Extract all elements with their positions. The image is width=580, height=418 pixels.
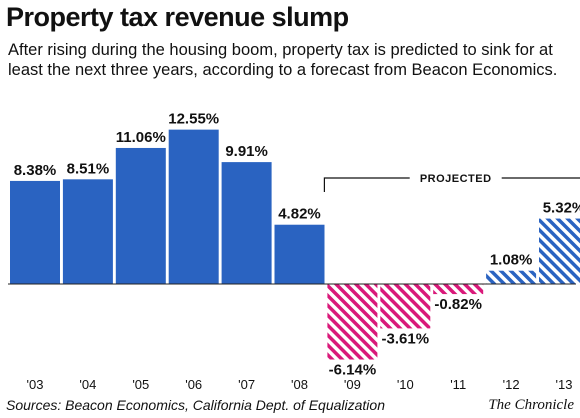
x-tick-label: '13	[556, 377, 573, 392]
credit-line: The Chronicle	[488, 397, 574, 413]
x-tick-label: '11	[450, 377, 466, 392]
value-label: 9.91%	[225, 143, 268, 160]
x-tick-label: '06	[185, 377, 202, 392]
value-label: 1.08%	[490, 252, 533, 269]
x-tick-label: '03	[27, 377, 44, 392]
bar-08	[274, 224, 325, 284]
bar-05	[115, 147, 166, 284]
value-label: -6.14%	[329, 362, 377, 379]
bar-11	[433, 284, 484, 295]
value-label: 4.82%	[278, 206, 321, 223]
bar-07	[221, 162, 272, 284]
value-label: 5.32%	[543, 200, 580, 217]
source-note: Sources: Beacon Economics, California De…	[6, 397, 385, 413]
value-label: 12.55%	[168, 111, 219, 128]
x-tick-label: '08	[291, 377, 308, 392]
x-tick-label: '09	[344, 377, 361, 392]
value-label: -0.82%	[434, 296, 482, 313]
chart-subtitle: After rising during the housing boom, pr…	[8, 41, 558, 79]
chart-title: Property tax revenue slump	[6, 2, 349, 32]
value-label: -3.61%	[382, 330, 430, 347]
bar-09	[327, 284, 378, 360]
x-tick-label: '10	[397, 377, 414, 392]
bar-04	[62, 179, 113, 284]
bar-06	[168, 129, 219, 284]
projected-label: PROJECTED	[420, 173, 492, 185]
bar-13	[539, 218, 580, 284]
value-label: 8.51%	[67, 160, 110, 177]
x-tick-label: '12	[503, 377, 520, 392]
projected-bracket: PROJECTED	[323, 173, 580, 192]
x-tick-label: '04	[79, 377, 96, 392]
x-tick-label: '07	[238, 377, 255, 392]
bar-03	[10, 180, 60, 284]
x-tick-label: '05	[132, 377, 149, 392]
value-label: 8.38%	[14, 162, 57, 179]
bar-10	[380, 284, 431, 329]
bar-12	[486, 270, 537, 284]
value-label: 11.06%	[116, 129, 166, 146]
